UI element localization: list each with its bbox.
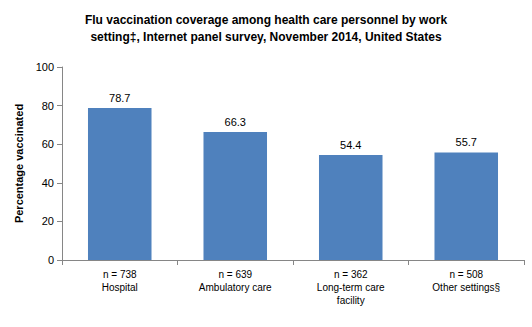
svg-text:Hospital: Hospital: [102, 282, 138, 293]
svg-text:60: 60: [42, 138, 54, 150]
svg-text:Long-term care: Long-term care: [317, 282, 385, 293]
svg-text:55.7: 55.7: [456, 136, 477, 148]
svg-text:n = 639: n = 639: [218, 269, 252, 280]
svg-text:80: 80: [42, 100, 54, 112]
svg-text:setting‡, Internet panel surve: setting‡, Internet panel survey, Novembe…: [90, 30, 442, 44]
svg-text:Flu vaccination coverage among: Flu vaccination coverage among health ca…: [85, 13, 447, 27]
svg-text:78.7: 78.7: [109, 92, 130, 104]
svg-text:100: 100: [36, 61, 54, 73]
svg-text:0: 0: [48, 254, 54, 266]
svg-text:Other settings§: Other settings§: [432, 282, 500, 293]
svg-text:Ambulatory care: Ambulatory care: [199, 282, 272, 293]
svg-text:66.3: 66.3: [225, 116, 246, 128]
svg-text:facility: facility: [337, 295, 365, 306]
svg-text:Percentage vaccinated: Percentage vaccinated: [13, 104, 25, 223]
svg-text:n = 508: n = 508: [449, 269, 483, 280]
svg-text:40: 40: [42, 177, 54, 189]
svg-text:20: 20: [42, 215, 54, 227]
svg-text:54.4: 54.4: [340, 139, 361, 151]
svg-text:n = 738: n = 738: [103, 269, 137, 280]
svg-text:n = 362: n = 362: [334, 269, 368, 280]
